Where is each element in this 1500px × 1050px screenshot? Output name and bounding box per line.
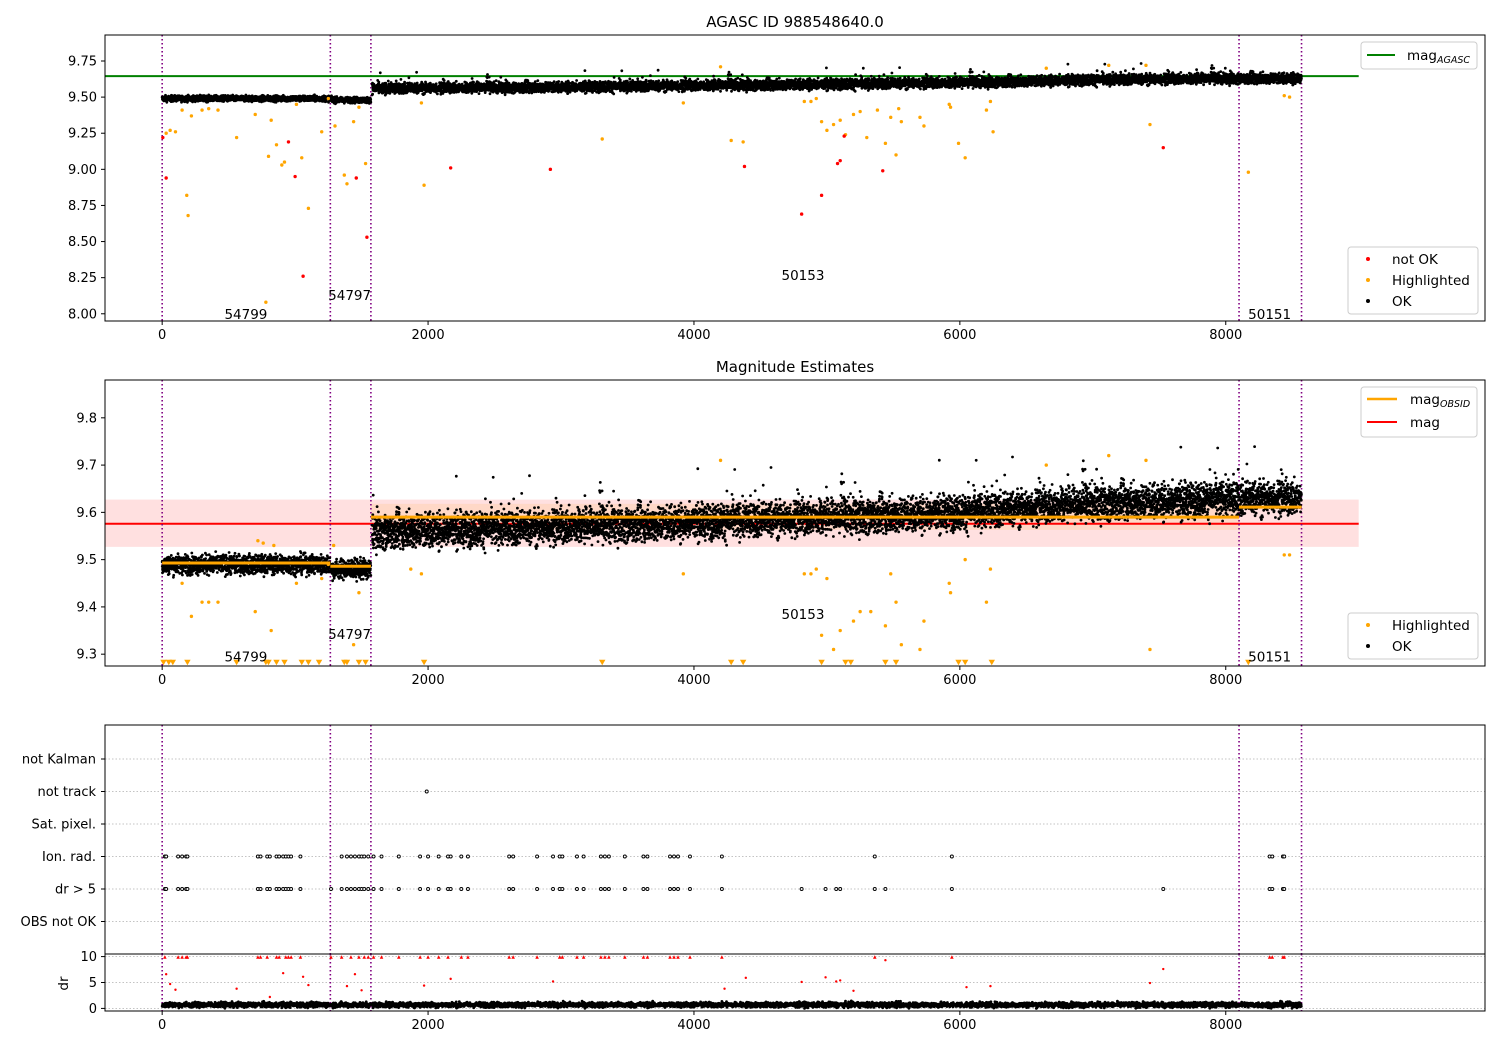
- top-ok-point: [676, 80, 679, 83]
- top-ok-point: [612, 93, 615, 96]
- top-ok-point: [371, 93, 374, 96]
- top-ok-point: [536, 79, 539, 82]
- top-ok-point: [678, 90, 681, 93]
- top-ok-point: [528, 91, 531, 94]
- top-ok-point: [486, 73, 489, 76]
- top-ok-point: [649, 74, 652, 77]
- top-ok-point: [714, 79, 717, 82]
- top-ok-point: [628, 78, 631, 81]
- top-ok-point: [557, 80, 560, 83]
- top-ok-point: [443, 79, 446, 82]
- top-ok-point: [728, 71, 731, 74]
- top-ok-point: [369, 98, 372, 101]
- top-ok-point: [684, 77, 687, 80]
- top-panel-title: AGASC ID 988548640.0: [706, 13, 884, 31]
- top-ok-point: [504, 93, 507, 96]
- top-ok-point: [712, 75, 715, 78]
- top-ok-point: [619, 79, 622, 82]
- top-ok-point: [387, 80, 390, 83]
- top-ok-point: [472, 81, 475, 84]
- top-ok-point: [408, 76, 411, 79]
- top-ok-point: [553, 80, 556, 83]
- top-ok-point: [736, 77, 739, 80]
- top-ok-point: [626, 81, 629, 84]
- top-ok-point: [435, 82, 438, 85]
- top-ok-point: [696, 78, 699, 81]
- top-ok-point: [489, 92, 492, 95]
- top-ok-point: [495, 79, 498, 82]
- top-ok-point: [416, 82, 419, 85]
- top-ok-point: [613, 76, 616, 79]
- top-ok-point: [657, 79, 660, 82]
- top-ok-point: [620, 69, 623, 72]
- top-ok-point: [369, 101, 372, 104]
- top-ok-point: [499, 76, 502, 79]
- top-ok-point: [584, 69, 587, 72]
- top-ok-point: [488, 76, 491, 79]
- top-ok-point: [395, 80, 398, 83]
- top-ok-point: [575, 79, 578, 82]
- top-ok-point: [641, 76, 644, 79]
- top-ok-point: [534, 80, 537, 83]
- top-ok-point: [729, 73, 732, 76]
- top-ok-point: [730, 90, 733, 93]
- top-ok-point: [400, 78, 403, 81]
- top-ok-point: [526, 79, 529, 82]
- top-ok-point: [478, 92, 481, 95]
- top-ok-point: [436, 93, 439, 96]
- top-ok-point: [377, 81, 380, 84]
- top-ok-point: [455, 80, 458, 83]
- top-ok-point: [385, 83, 388, 86]
- top-ok-point: [719, 90, 722, 93]
- top-ok-point: [636, 77, 639, 80]
- top-ok-point: [379, 71, 382, 74]
- top-ok-point: [657, 69, 660, 72]
- top-ok-point: [415, 71, 418, 74]
- top-ok-point: [471, 77, 474, 80]
